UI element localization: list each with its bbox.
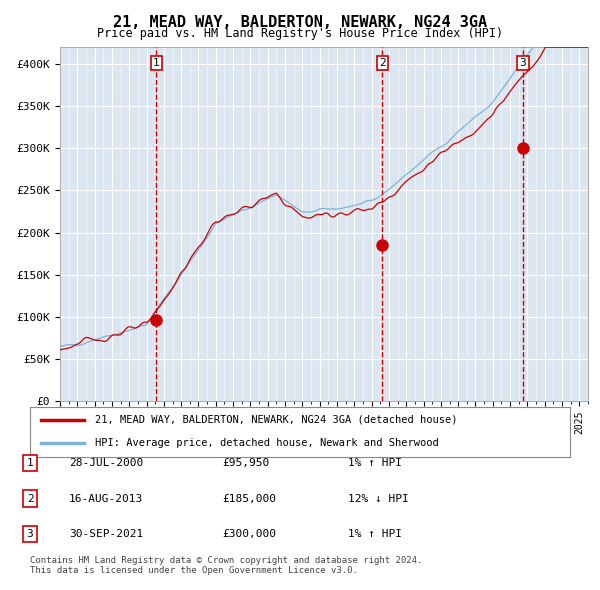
Text: 1% ↑ HPI: 1% ↑ HPI	[348, 458, 402, 468]
Text: 3: 3	[26, 529, 34, 539]
Text: 1: 1	[153, 58, 160, 68]
Text: 1: 1	[26, 458, 34, 468]
Text: 1% ↑ HPI: 1% ↑ HPI	[348, 529, 402, 539]
Text: £185,000: £185,000	[222, 494, 276, 503]
Text: 28-JUL-2000: 28-JUL-2000	[69, 458, 143, 468]
Text: 30-SEP-2021: 30-SEP-2021	[69, 529, 143, 539]
Text: 2: 2	[26, 494, 34, 503]
Text: HPI: Average price, detached house, Newark and Sherwood: HPI: Average price, detached house, Newa…	[95, 438, 439, 448]
Text: Contains HM Land Registry data © Crown copyright and database right 2024.
This d: Contains HM Land Registry data © Crown c…	[30, 556, 422, 575]
Text: 3: 3	[520, 58, 526, 68]
Text: £300,000: £300,000	[222, 529, 276, 539]
Text: 21, MEAD WAY, BALDERTON, NEWARK, NG24 3GA: 21, MEAD WAY, BALDERTON, NEWARK, NG24 3G…	[113, 15, 487, 30]
Text: 16-AUG-2013: 16-AUG-2013	[69, 494, 143, 503]
Text: 2: 2	[379, 58, 386, 68]
Text: 21, MEAD WAY, BALDERTON, NEWARK, NG24 3GA (detached house): 21, MEAD WAY, BALDERTON, NEWARK, NG24 3G…	[95, 415, 457, 425]
Text: £95,950: £95,950	[222, 458, 269, 468]
Text: 12% ↓ HPI: 12% ↓ HPI	[348, 494, 409, 503]
Text: Price paid vs. HM Land Registry's House Price Index (HPI): Price paid vs. HM Land Registry's House …	[97, 27, 503, 40]
